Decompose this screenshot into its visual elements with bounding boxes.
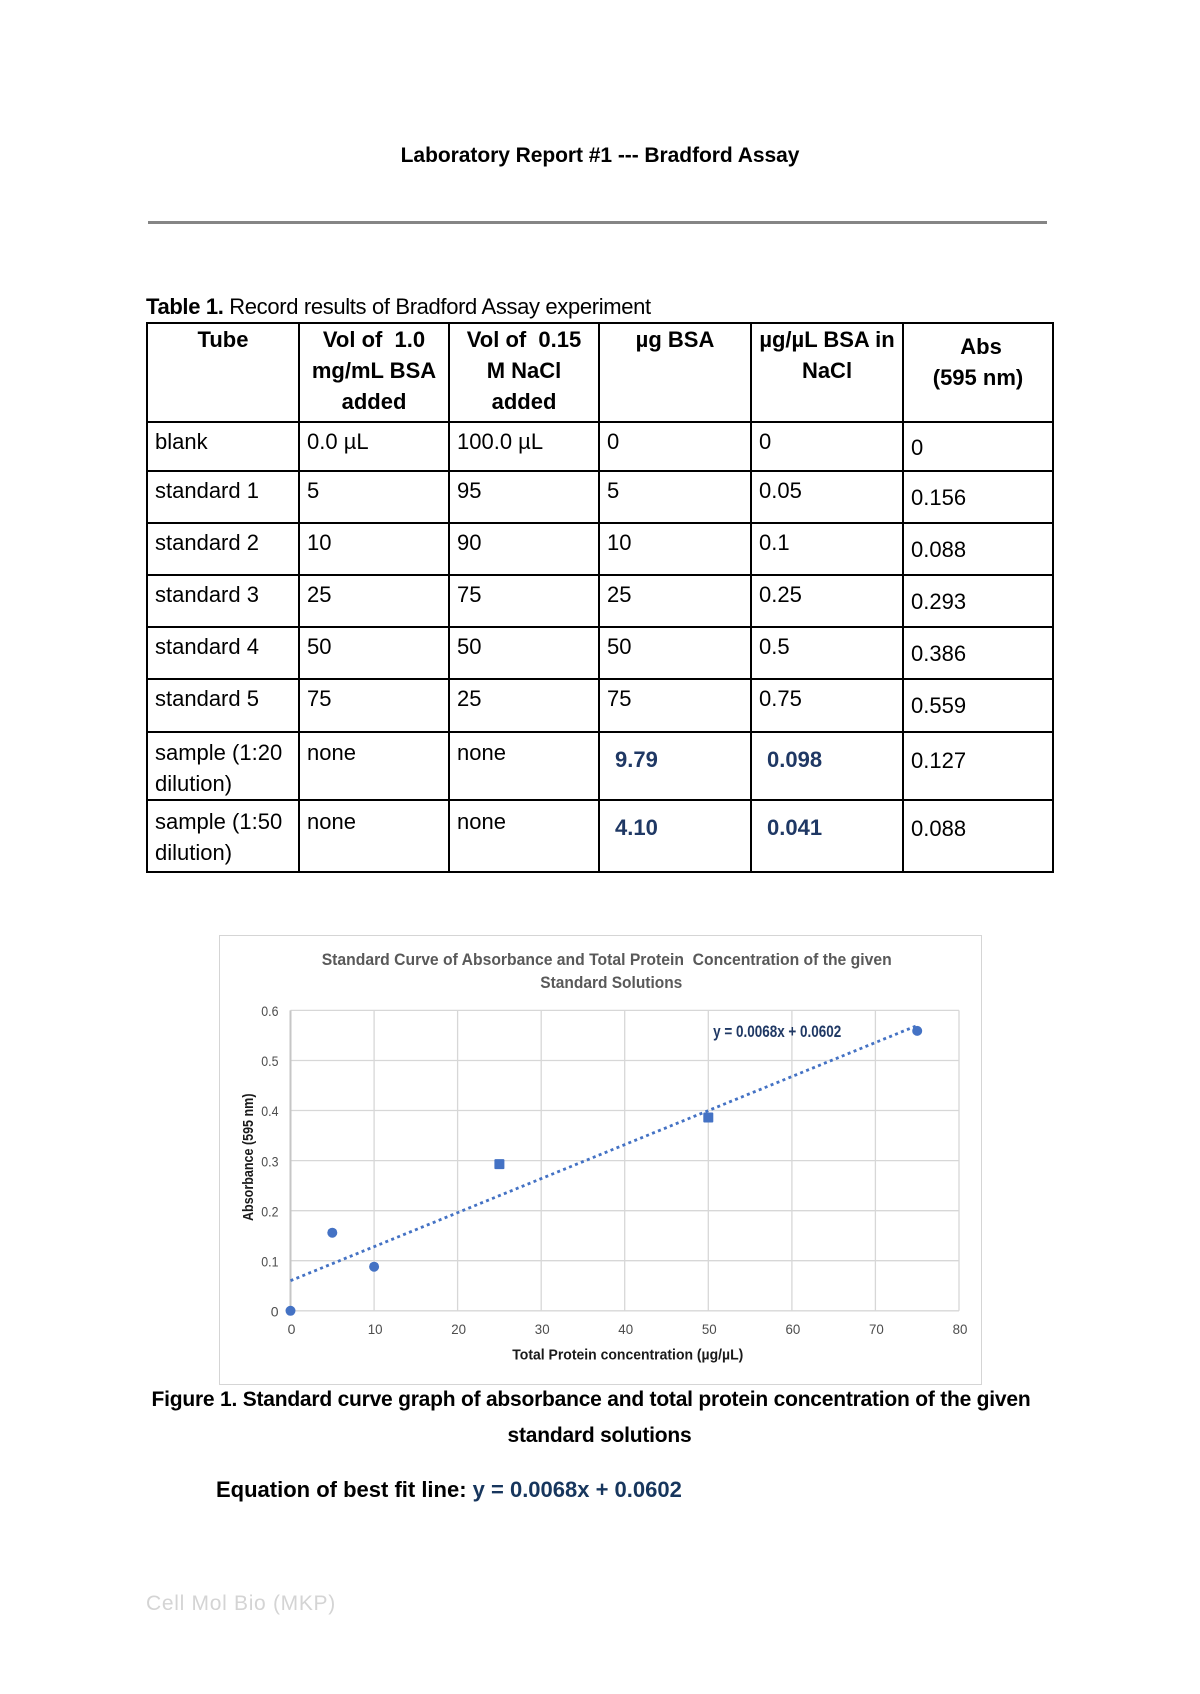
svg-text:60: 60 xyxy=(786,1321,801,1337)
svg-text:0.6: 0.6 xyxy=(261,1003,278,1019)
svg-text:30: 30 xyxy=(535,1321,550,1337)
svg-text:20: 20 xyxy=(451,1321,466,1337)
svg-text:0.2: 0.2 xyxy=(261,1203,278,1219)
svg-text:0.3: 0.3 xyxy=(261,1153,278,1169)
svg-text:0.5: 0.5 xyxy=(261,1053,278,1069)
svg-text:y = 0.0068x + 0.0602: y = 0.0068x + 0.0602 xyxy=(713,1023,841,1041)
svg-text:Standard Solutions: Standard Solutions xyxy=(540,974,682,992)
svg-text:80: 80 xyxy=(953,1321,968,1337)
svg-text:10: 10 xyxy=(368,1321,383,1337)
svg-text:0.1: 0.1 xyxy=(261,1253,278,1269)
svg-text:0: 0 xyxy=(271,1304,279,1320)
svg-text:40: 40 xyxy=(618,1321,633,1337)
svg-text:70: 70 xyxy=(869,1321,884,1337)
svg-text:0: 0 xyxy=(288,1321,296,1337)
svg-text:Absorbance (595 nm): Absorbance (595 nm) xyxy=(240,1094,257,1222)
svg-text:50: 50 xyxy=(702,1321,717,1337)
svg-text:0.4: 0.4 xyxy=(261,1103,278,1119)
svg-text:Standard Curve of Absorbance a: Standard Curve of Absorbance and Total P… xyxy=(322,951,892,969)
svg-text:Total Protein concentration (µ: Total Protein concentration (µg/µL) xyxy=(512,1347,743,1364)
